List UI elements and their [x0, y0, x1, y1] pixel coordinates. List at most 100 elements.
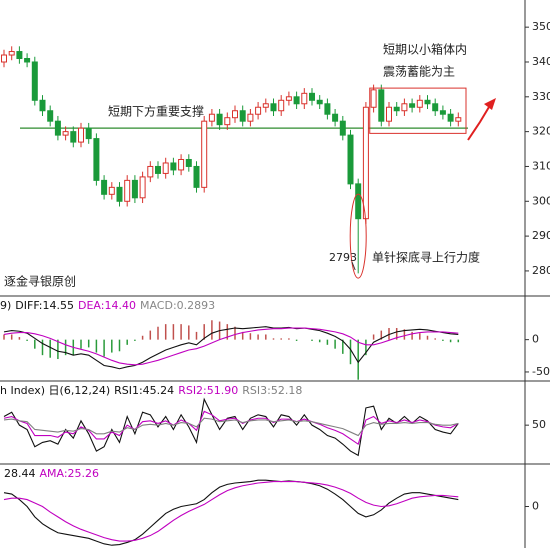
indicator-line — [3, 327, 459, 366]
candle-body — [270, 103, 277, 112]
y-tick-label: 50 — [532, 418, 546, 431]
indicator-line — [3, 410, 459, 446]
highlight-ellipse — [349, 193, 367, 279]
candle-body — [401, 103, 408, 112]
range-box — [369, 87, 467, 134]
candle-body — [216, 113, 223, 126]
candle-body — [301, 92, 308, 105]
candle-body — [409, 103, 416, 108]
candle-body — [39, 99, 46, 112]
candle-body — [262, 103, 269, 108]
candle-body — [424, 99, 431, 105]
indicator-line — [3, 397, 459, 457]
indicator-line — [3, 326, 459, 370]
low-label: 2793 — [329, 251, 357, 264]
candle-body — [378, 89, 385, 122]
candle-body — [316, 99, 323, 105]
y-tick-label: 3400 — [532, 55, 550, 68]
candle-body — [178, 158, 185, 171]
candle-body — [108, 186, 115, 195]
candle-body — [355, 183, 362, 220]
candle-body — [447, 113, 454, 122]
y-tick-label: 3000 — [532, 194, 550, 207]
candle-body — [116, 186, 123, 202]
candle-body — [47, 110, 54, 122]
y-tick-label: 3200 — [532, 125, 550, 138]
candle-body — [101, 179, 108, 195]
arrow-head — [484, 98, 496, 110]
candle-body — [31, 61, 38, 101]
candle-body — [232, 110, 238, 119]
panel-legend: 28.44 AMA:25.26 — [4, 467, 99, 480]
candle-body — [432, 103, 439, 112]
candle-body — [93, 138, 100, 181]
candle-body — [362, 106, 369, 220]
legend-entry: AMA:25.26 — [40, 467, 100, 480]
candle-body — [347, 134, 354, 185]
candle-body — [170, 162, 177, 171]
y-tick-label: -50 — [532, 365, 550, 378]
panel-label: h Index) 日(6,12,24) — [0, 384, 110, 397]
y-tick-label: 3100 — [532, 159, 550, 172]
candle-body — [239, 110, 246, 122]
candle-body — [439, 110, 446, 115]
legend-entry: DIFF:14.55 — [15, 299, 74, 312]
candle-body — [78, 127, 84, 143]
leader-line — [351, 261, 356, 271]
watermark: 逐金寻银原创 — [4, 274, 76, 289]
indicator-line — [3, 481, 459, 542]
candle-body — [393, 106, 400, 112]
panel-label: 9) — [0, 299, 11, 312]
annotation: 单针探底寻上行力度 — [372, 250, 480, 265]
candle-body — [224, 117, 231, 126]
candle-body — [324, 103, 331, 115]
candle-body — [255, 106, 262, 115]
candle-body — [201, 120, 208, 188]
candle-body — [339, 120, 346, 136]
candle-body — [278, 99, 285, 112]
candle-body — [293, 96, 300, 105]
annotation: 震荡蓄能为主 — [383, 65, 455, 79]
candle-body — [124, 179, 131, 202]
candle-body — [208, 113, 215, 122]
y-tick-label: 3500 — [532, 20, 550, 33]
y-tick-label: 2800 — [532, 264, 550, 277]
y-tick-label: 0 — [532, 333, 539, 346]
candle-body — [185, 158, 192, 167]
y-tick-label: 3300 — [532, 90, 550, 103]
candle-body — [247, 113, 254, 122]
candle-body — [193, 165, 200, 188]
panel-legend: h Index) 日(6,12,24) RSI1:45.24 RSI2:51.90 R… — [0, 384, 302, 397]
candle-body — [70, 131, 77, 143]
candle-body — [162, 162, 169, 174]
panel-legend: 9) DIFF:14.55 DEA:14.40 MACD:0.2893 — [0, 299, 215, 312]
candle-body — [386, 106, 392, 122]
legend-entry: RSI3:52.18 — [242, 384, 302, 397]
candle-body — [54, 120, 61, 136]
annotation: 短期以小箱体内 — [383, 42, 467, 57]
indicator-line — [3, 417, 459, 437]
candle-body — [309, 92, 315, 101]
candle-body — [147, 165, 154, 178]
legend-entry: MACD:0.2893 — [140, 299, 215, 312]
candle-body — [8, 51, 15, 56]
legend-entry: RSI2:51.90 — [178, 384, 238, 397]
legend-entry: DEA:14.40 — [78, 299, 136, 312]
candle-body — [16, 51, 23, 60]
candle-body — [285, 96, 292, 101]
annotation: 短期下方重要支撑 — [108, 104, 204, 119]
indicator-line — [3, 479, 459, 546]
legend-entry: RSI1:45.24 — [114, 384, 174, 397]
candle-body — [370, 89, 377, 108]
candle-body — [62, 131, 69, 136]
candle-body — [85, 127, 92, 140]
candle-body — [139, 176, 146, 199]
candle-body — [332, 113, 339, 122]
candle-body — [416, 99, 423, 108]
candle-body — [1, 54, 7, 63]
y-tick-label: 2900 — [532, 229, 550, 242]
candle-body — [24, 58, 31, 63]
candle-body — [455, 117, 462, 122]
trend-arrow — [467, 101, 493, 141]
